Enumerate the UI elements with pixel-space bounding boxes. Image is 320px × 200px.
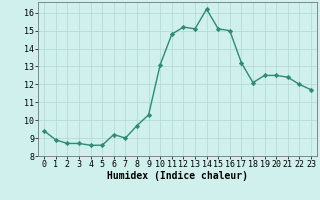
X-axis label: Humidex (Indice chaleur): Humidex (Indice chaleur) — [107, 171, 248, 181]
